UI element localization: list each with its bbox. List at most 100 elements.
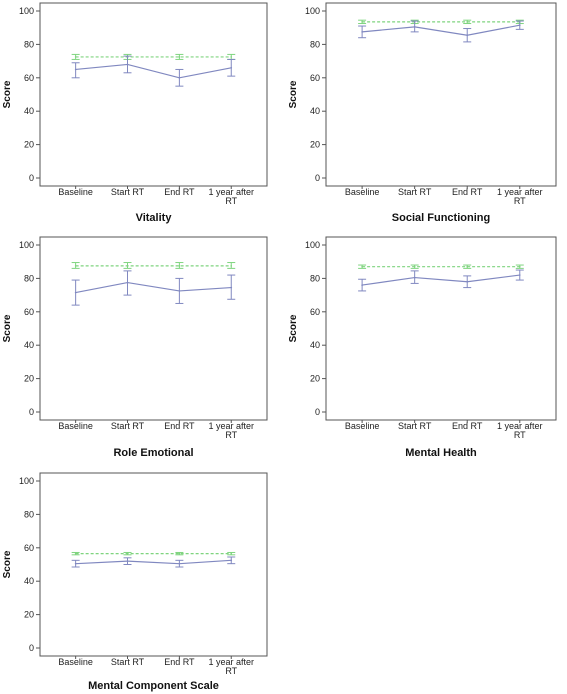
- series-1: [71, 55, 236, 87]
- series-line: [362, 274, 520, 286]
- plot-frame: [325, 2, 557, 187]
- y-axis-title: Score: [288, 314, 299, 342]
- y-tick-label-40: 40: [310, 106, 320, 116]
- y-tick-label-80: 80: [24, 273, 34, 283]
- data-point-4: [230, 559, 233, 562]
- x-tick-label-3: End RT: [164, 657, 195, 667]
- data-point-3: [466, 21, 469, 23]
- data-point-1: [74, 56, 77, 58]
- x-tick-label-2: Start RT: [111, 421, 145, 431]
- y-tick-label-100: 100: [305, 240, 320, 250]
- series-line: [75, 559, 232, 565]
- x-tick-label-2: Start RT: [398, 421, 432, 431]
- x-tick-label-3: End RT: [164, 187, 195, 197]
- y-axis-title: Score: [2, 314, 13, 342]
- x-tick-label-4: 1 year after RT: [497, 187, 543, 206]
- chart-panel-2: 0 20 40 60 80 100 Baseline Start RT End RT 1 year…: [288, 2, 557, 224]
- data-point-3: [178, 265, 181, 267]
- data-point-1: [74, 552, 77, 555]
- y-tick-label-20: 20: [310, 140, 320, 150]
- plot-frame: [39, 472, 268, 657]
- data-point-3: [466, 265, 469, 268]
- data-point-3: [178, 552, 181, 555]
- chart-panel-1: 0 20 40 60 80 100 Baseline Start RT End RT 1 year…: [2, 2, 268, 224]
- series-2: [358, 264, 524, 269]
- x-tick-label-1: Baseline: [345, 187, 380, 197]
- data-point-1: [361, 31, 363, 33]
- y-tick-label-80: 80: [24, 509, 34, 519]
- data-point-3: [178, 77, 181, 79]
- y-tick-label-0: 0: [315, 173, 320, 183]
- plot-frame: [325, 236, 557, 421]
- series-line: [75, 63, 232, 79]
- series-1: [71, 556, 236, 568]
- y-tick-label-100: 100: [305, 6, 320, 16]
- y-tick-label-40: 40: [24, 106, 34, 116]
- y-tick-label-40: 40: [310, 340, 320, 350]
- x-tick-label-4: 1 year after RT: [497, 421, 543, 440]
- data-point-4: [230, 56, 233, 58]
- y-tick-label-60: 60: [310, 73, 320, 83]
- data-point-2: [413, 265, 416, 268]
- x-tick-label-1: Baseline: [58, 421, 93, 431]
- data-point-4: [230, 66, 233, 69]
- data-point-1: [74, 68, 77, 71]
- data-point-2: [413, 26, 416, 28]
- y-axis-title: Score: [288, 80, 299, 108]
- series-1: [71, 270, 236, 306]
- y-tick-label-0: 0: [315, 407, 320, 417]
- data-point-4: [230, 265, 233, 267]
- y-tick-label-80: 80: [310, 39, 320, 49]
- y-tick-label-100: 100: [19, 6, 34, 16]
- x-tick-label-3: End RT: [452, 187, 483, 197]
- y-tick-label-0: 0: [29, 407, 34, 417]
- data-point-1: [361, 284, 363, 286]
- y-tick-label-80: 80: [310, 273, 320, 283]
- data-point-4: [518, 24, 521, 26]
- y-axis-title: Score: [2, 80, 13, 108]
- data-point-3: [178, 562, 181, 565]
- y-tick-label-60: 60: [24, 543, 34, 553]
- data-point-1: [361, 21, 363, 23]
- chart-title: Vitality: [136, 212, 173, 224]
- chart-panel-3: 0 20 40 60 80 100 Baseline Start RT End RT 1 year…: [2, 236, 268, 459]
- data-point-2: [413, 276, 416, 279]
- data-point-3: [466, 34, 469, 37]
- data-point-3: [178, 290, 181, 292]
- y-tick-label-20: 20: [24, 610, 34, 620]
- x-tick-label-4: 1 year after RT: [208, 657, 254, 676]
- y-tick-label-40: 40: [24, 576, 34, 586]
- y-tick-label-0: 0: [29, 643, 34, 653]
- x-tick-label-3: End RT: [452, 421, 483, 431]
- x-tick-label-1: Baseline: [58, 187, 93, 197]
- series-1: [358, 20, 524, 43]
- data-point-1: [74, 562, 77, 565]
- data-point-2: [126, 552, 129, 555]
- chart-title: Social Functioning: [392, 212, 490, 224]
- data-point-2: [126, 265, 129, 267]
- y-tick-label-60: 60: [24, 73, 34, 83]
- data-point-4: [230, 286, 233, 289]
- series-2: [358, 19, 524, 25]
- series-1: [358, 269, 524, 292]
- y-tick-label-60: 60: [24, 307, 34, 317]
- data-point-4: [518, 274, 521, 276]
- plot-frame: [39, 236, 268, 421]
- chart-title: Mental Component Scale: [88, 680, 219, 692]
- chart-panel-5: 0 20 40 60 80 100 Baseline Start RT End RT 1 year…: [2, 472, 268, 692]
- data-point-1: [74, 291, 77, 294]
- series-2: [71, 262, 236, 269]
- y-tick-label-60: 60: [310, 307, 320, 317]
- y-tick-label-20: 20: [24, 140, 34, 150]
- y-tick-label-100: 100: [19, 240, 34, 250]
- series-2: [71, 551, 236, 556]
- x-tick-label-4: 1 year after RT: [208, 187, 254, 206]
- data-point-2: [126, 560, 129, 562]
- y-tick-label-0: 0: [29, 173, 34, 183]
- y-tick-label-20: 20: [24, 374, 34, 384]
- data-point-2: [126, 281, 129, 284]
- x-tick-label-3: End RT: [164, 421, 195, 431]
- data-point-4: [230, 552, 233, 555]
- x-tick-label-2: Start RT: [111, 657, 145, 667]
